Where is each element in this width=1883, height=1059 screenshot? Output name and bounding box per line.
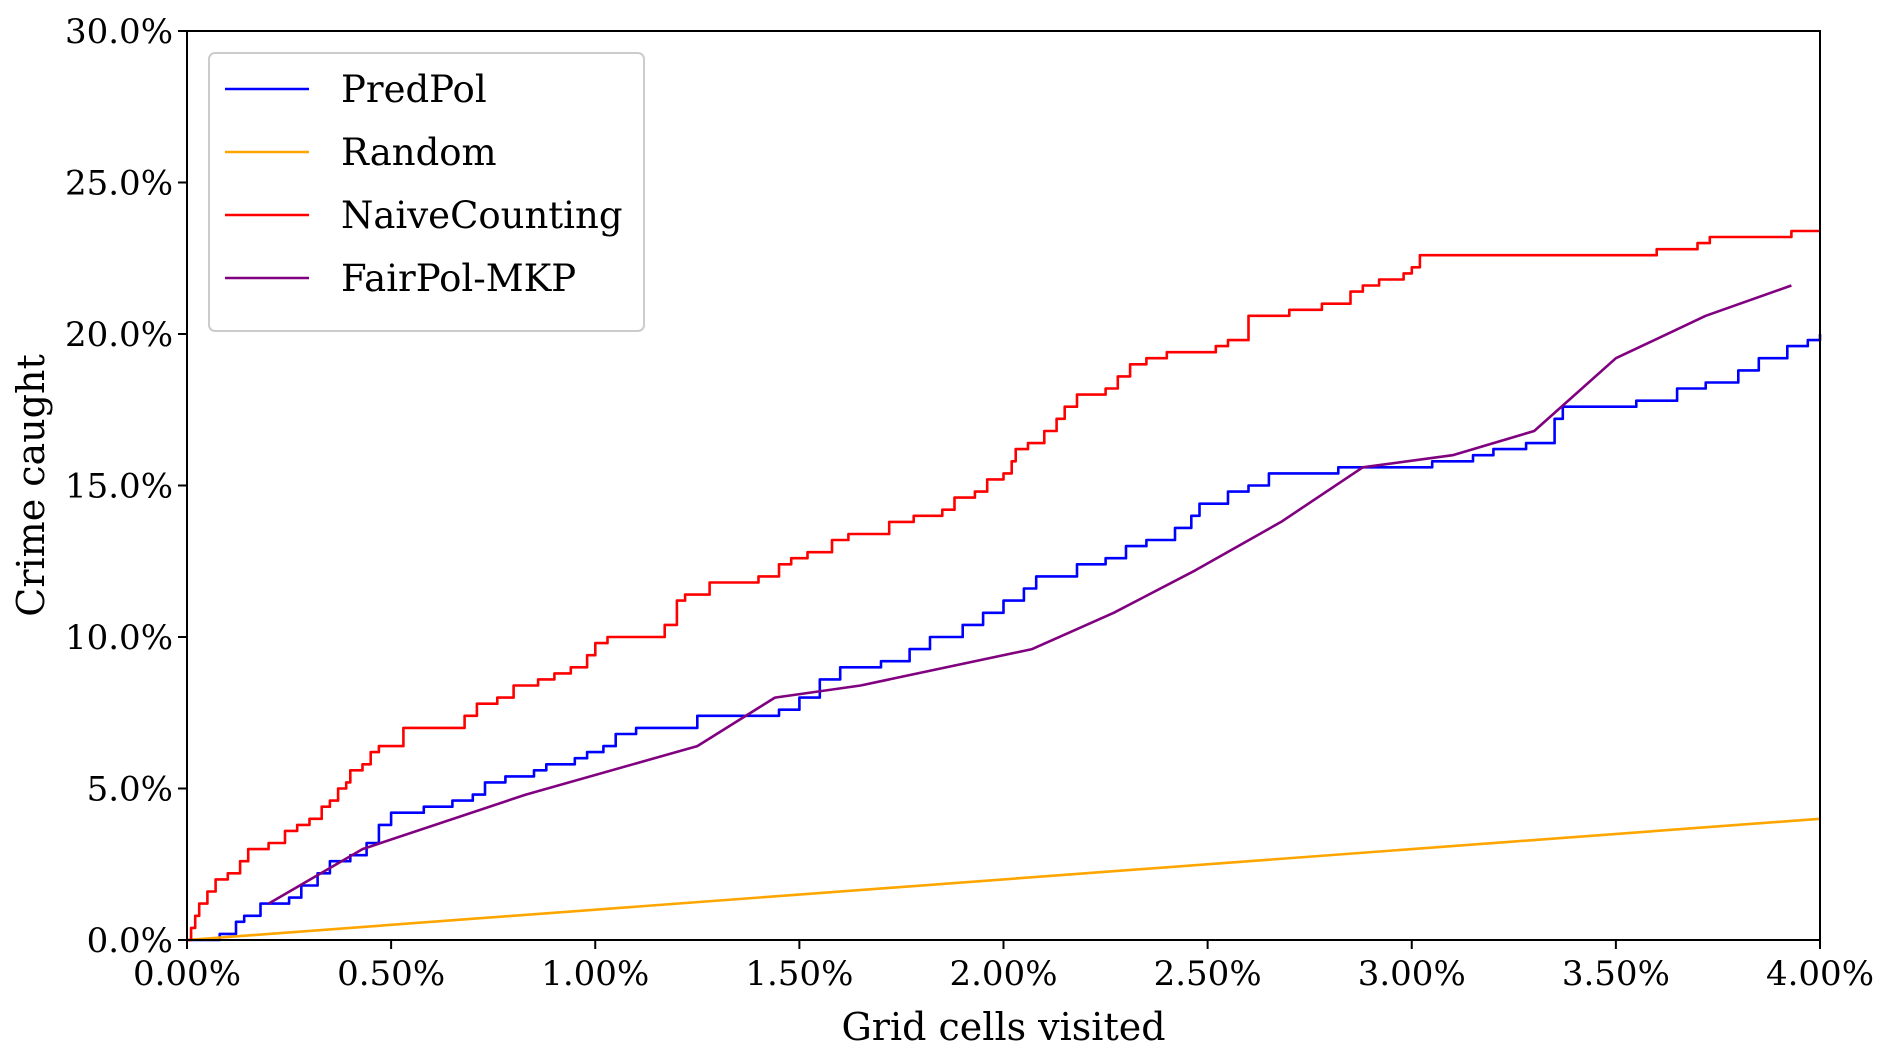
x-axis-label: Grid cells visited bbox=[841, 1005, 1165, 1049]
y-tick-label: 30.0% bbox=[65, 12, 173, 52]
y-axis-label: Crime caught bbox=[9, 354, 53, 616]
x-tick-label: 1.50% bbox=[745, 954, 853, 994]
legend-label-predpol: PredPol bbox=[341, 68, 487, 111]
y-axis: 0.0% 5.0% 10.0% 15.0% 20.0% 25.0% 30.0% bbox=[65, 12, 187, 961]
x-tick-label: 3.00% bbox=[1358, 954, 1466, 994]
y-tick-label: 20.0% bbox=[65, 315, 173, 355]
legend: PredPol Random NaiveCounting FairPol-MKP bbox=[209, 53, 644, 331]
legend-label-random: Random bbox=[341, 131, 497, 174]
legend-label-fairpol-mkp: FairPol-MKP bbox=[341, 257, 576, 300]
x-tick-label: 2.50% bbox=[1154, 954, 1262, 994]
x-axis: 0.00% 0.50% 1.00% 1.50% 2.00% 2.50% 3.00% 3.50%… bbox=[133, 940, 1874, 994]
x-tick-label: 4.00% bbox=[1766, 954, 1874, 994]
x-tick-label: 0.50% bbox=[337, 954, 445, 994]
y-tick-label: 0.0% bbox=[87, 921, 173, 961]
series-line-predpol bbox=[187, 334, 1820, 940]
y-tick-label: 10.0% bbox=[65, 618, 173, 658]
y-tick-label: 5.0% bbox=[87, 770, 173, 810]
y-tick-label: 15.0% bbox=[65, 467, 173, 507]
x-tick-label: 3.50% bbox=[1562, 954, 1670, 994]
y-tick-label: 25.0% bbox=[65, 164, 173, 204]
series-layer bbox=[187, 231, 1820, 940]
series-line-random bbox=[187, 819, 1820, 940]
legend-label-naivecounting: NaiveCounting bbox=[341, 194, 623, 237]
x-tick-label: 1.00% bbox=[541, 954, 649, 994]
series-line-naivecounting bbox=[187, 231, 1820, 940]
series-line-fairpol-mkp bbox=[269, 286, 1792, 904]
x-tick-label: 2.00% bbox=[949, 954, 1057, 994]
